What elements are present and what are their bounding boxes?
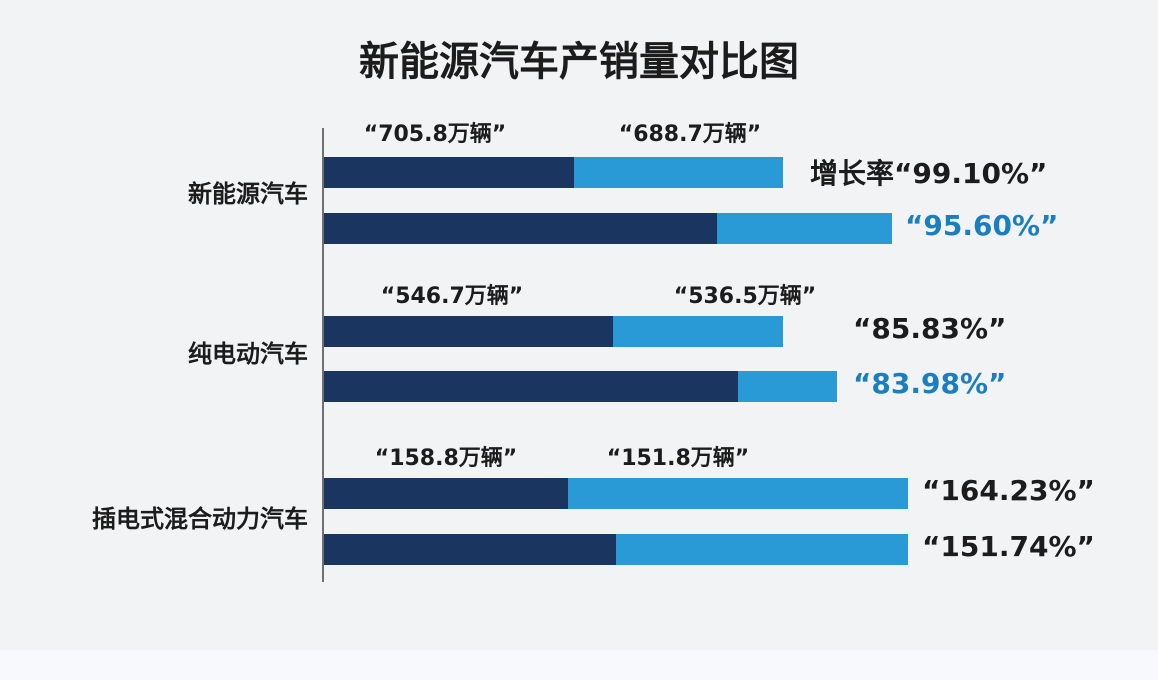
- rate-label: “85.83%”: [853, 312, 1006, 345]
- bar-dark: [324, 478, 568, 509]
- bar-dark: [324, 213, 717, 244]
- bar-dark: [324, 371, 738, 402]
- bar-light: [738, 371, 837, 402]
- bar-light: [616, 534, 908, 565]
- rate-label: “83.98%”: [853, 367, 1006, 400]
- bar-label: “151.8万辆”: [607, 445, 750, 471]
- bar-dark: [324, 534, 616, 565]
- bar-light: [613, 316, 783, 347]
- bar-label: “546.7万辆”: [381, 283, 524, 309]
- bar-label: “705.8万辆”: [364, 121, 507, 147]
- group-label: 纯电动汽车: [188, 340, 308, 368]
- bar-label: “158.8万辆”: [375, 445, 518, 471]
- bar-dark: [324, 157, 574, 188]
- bar-label: “688.7万辆”: [619, 121, 762, 147]
- rate-label: “151.74%”: [922, 530, 1095, 563]
- bottom-band: [0, 650, 1158, 680]
- bar-light: [568, 478, 908, 509]
- title: 新能源汽车产销量对比图: [359, 39, 799, 85]
- rate-label: 增长率“99.10%”: [810, 157, 1047, 190]
- rate-label: “95.60%”: [905, 209, 1058, 242]
- group-label: 新能源汽车: [188, 180, 308, 208]
- bar-dark: [324, 316, 613, 347]
- group-label: 插电式混合动力汽车: [92, 505, 308, 533]
- bar-label: “536.5万辆”: [674, 283, 817, 309]
- rate-label: “164.23%”: [922, 474, 1095, 507]
- bar-light: [574, 157, 783, 188]
- bar-light: [717, 213, 892, 244]
